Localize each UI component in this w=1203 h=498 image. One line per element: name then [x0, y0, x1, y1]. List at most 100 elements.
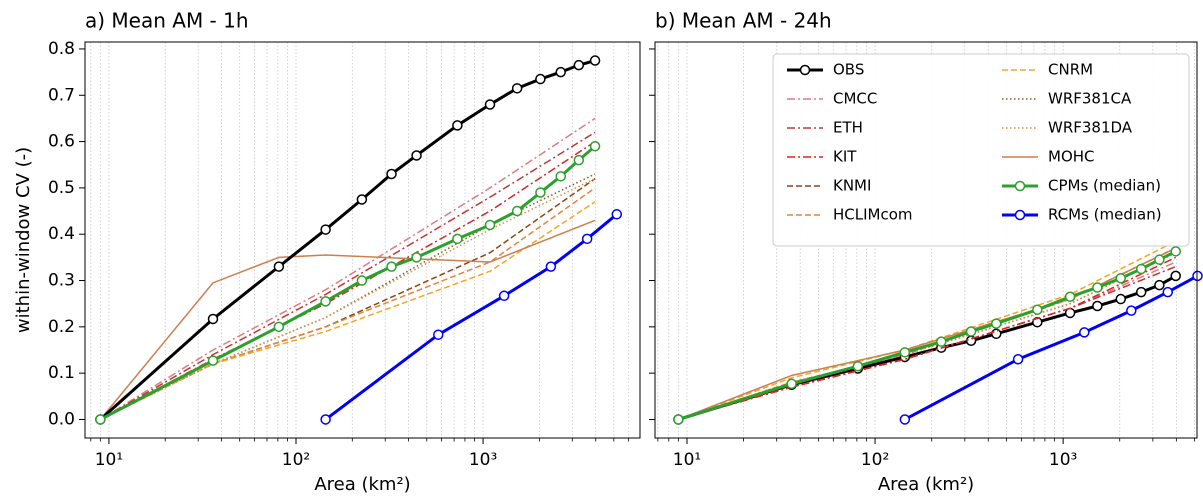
marker	[1135, 263, 1147, 275]
legend-marker	[1014, 209, 1026, 221]
legend-label: WRF381DA	[1048, 119, 1133, 137]
series-line	[678, 247, 1177, 421]
legend-label: ETH	[833, 119, 863, 137]
series-line	[100, 201, 596, 421]
marker	[899, 414, 911, 425]
marker	[1115, 272, 1127, 284]
y-tick-label: 0.1	[48, 363, 75, 383]
x-tick-label: 10²	[282, 450, 310, 470]
marker	[991, 318, 1002, 329]
legend-label: WRF381CA	[1048, 90, 1132, 108]
legend-label: KNMI	[833, 177, 871, 195]
x-axis-label: Area (km²)	[878, 474, 974, 495]
plot-frame	[654, 41, 1198, 439]
y-tick-label: 0.2	[48, 317, 75, 337]
marker	[386, 168, 397, 180]
marker	[356, 275, 368, 286]
marker	[1162, 286, 1174, 298]
marker	[1092, 300, 1103, 312]
y-tick-label: 0.8	[48, 39, 75, 59]
marker	[673, 414, 684, 425]
marker	[1154, 254, 1165, 265]
marker	[573, 154, 585, 166]
y-axis-label: within-window CV (-)	[13, 147, 34, 333]
series-line	[99, 131, 596, 421]
series-line	[99, 59, 596, 421]
legend-label: RCMs (median)	[1048, 206, 1162, 224]
marker	[1126, 305, 1137, 316]
marker	[511, 205, 523, 217]
series-line	[678, 247, 1177, 421]
marker	[1012, 354, 1024, 365]
x-tick-label: 10¹	[673, 450, 701, 470]
marker	[452, 233, 463, 245]
marker	[1079, 327, 1090, 338]
marker	[965, 326, 977, 337]
marker	[411, 150, 422, 161]
marker	[573, 59, 585, 71]
series-line	[100, 187, 596, 421]
y-tick-label: 0.4	[48, 224, 75, 244]
marker	[545, 261, 557, 272]
marker	[207, 313, 219, 325]
series-line	[677, 250, 1177, 421]
marker	[452, 120, 463, 131]
marker	[581, 233, 593, 245]
series-line	[677, 274, 1177, 421]
marker	[1170, 246, 1181, 257]
marker	[411, 252, 422, 263]
series-line	[99, 145, 597, 421]
y-tick-label: 0.0	[48, 409, 75, 429]
marker	[1154, 279, 1165, 291]
marker	[273, 321, 285, 333]
marker	[555, 66, 566, 78]
marker	[95, 414, 106, 425]
marker	[1092, 282, 1103, 293]
marker	[386, 261, 397, 272]
series-line	[678, 247, 1177, 421]
marker	[555, 171, 566, 182]
marker	[320, 224, 331, 235]
y-tick-label: 0.5	[48, 178, 75, 198]
y-tick-label: 0.3	[48, 271, 75, 291]
marker	[535, 73, 546, 85]
legend-marker	[1014, 180, 1026, 192]
x-tick-label: 10¹	[95, 450, 123, 470]
marker	[1064, 291, 1076, 302]
legend-label: KIT	[833, 148, 857, 166]
marker	[1192, 270, 1203, 282]
legend-label: CPMs (median)	[1048, 177, 1161, 195]
marker	[207, 355, 219, 366]
marker	[1032, 304, 1043, 315]
legend-label: OBS	[833, 61, 864, 79]
marker	[484, 219, 496, 231]
marker	[320, 414, 331, 425]
legend-label: MOHC	[1048, 148, 1095, 166]
chart-title: b) Mean AM - 24h	[655, 9, 832, 33]
series-line	[99, 219, 596, 420]
y-tick-label: 0.6	[48, 132, 75, 152]
marker	[320, 296, 331, 307]
legend-label: CNRM	[1048, 61, 1093, 79]
marker	[1170, 270, 1181, 282]
marker	[611, 209, 623, 220]
marker	[991, 328, 1002, 340]
series-line	[324, 213, 618, 421]
marker	[511, 83, 523, 94]
marker	[1135, 286, 1147, 298]
series-line	[100, 177, 596, 421]
legend-label: HCLIMcom	[833, 206, 913, 224]
marker	[535, 187, 546, 198]
x-tick-label: 10²	[861, 450, 889, 470]
legend-label: CMCC	[833, 90, 877, 108]
x-axis-label: Area (km²)	[314, 474, 410, 495]
marker	[589, 55, 601, 66]
marker	[589, 140, 601, 152]
marker	[433, 329, 444, 340]
marker	[273, 261, 285, 272]
marker	[1115, 293, 1127, 305]
marker	[498, 290, 510, 302]
series-line	[678, 240, 1177, 421]
marker	[852, 360, 864, 372]
marker	[786, 378, 797, 390]
